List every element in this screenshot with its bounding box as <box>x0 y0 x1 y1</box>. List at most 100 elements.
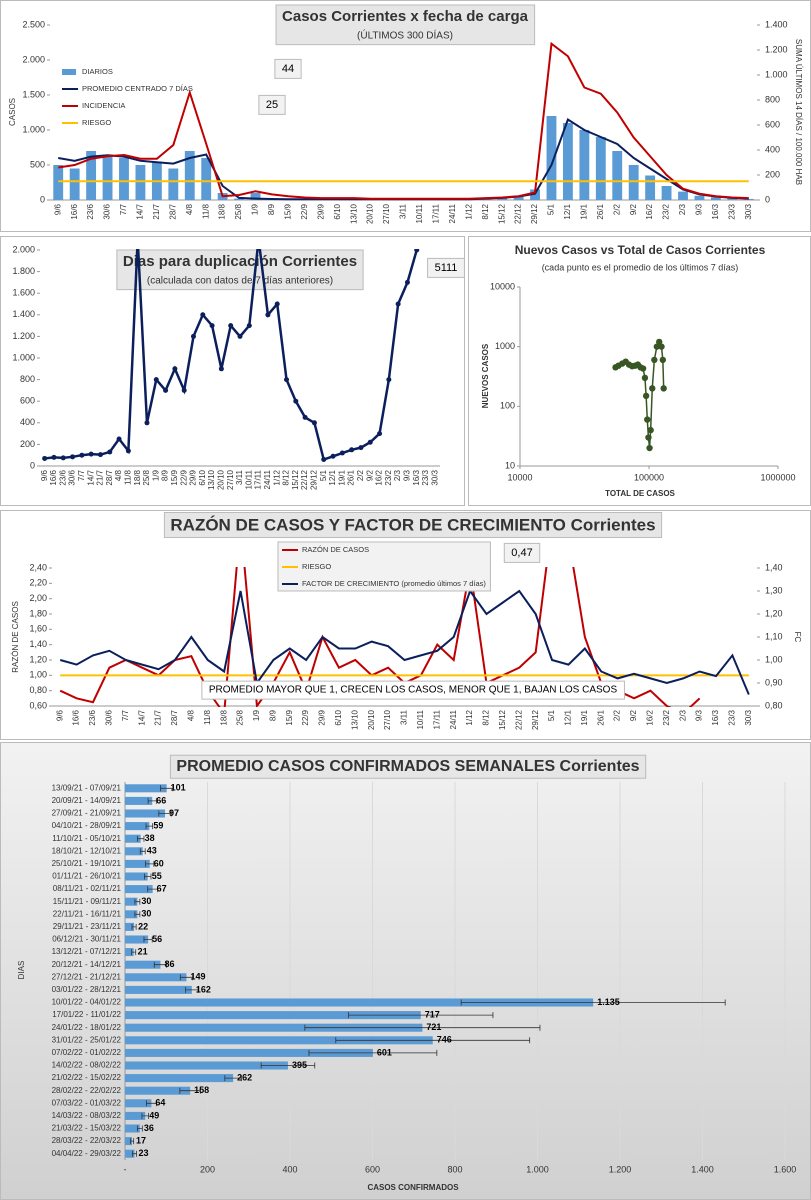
data-label: 56 <box>152 934 162 944</box>
bar <box>184 151 195 200</box>
x-tick-label: 30/3 <box>744 709 753 725</box>
data-label: 162 <box>196 984 211 994</box>
point <box>639 365 647 372</box>
y-tick-label: 25/10/21 - 19/10/21 <box>52 859 122 868</box>
annotation: 25 <box>266 99 278 111</box>
x-tick-label: 29/12 <box>310 469 319 490</box>
point <box>349 447 355 453</box>
x-tick-label: 21/7 <box>96 469 105 485</box>
y2-tick-label: 1.400 <box>765 19 788 29</box>
data-label: 60 <box>154 858 164 868</box>
error-bar <box>136 1125 143 1132</box>
error-bar <box>348 1012 494 1019</box>
x-tick-label: 22/12 <box>300 469 309 490</box>
error-bar <box>143 873 152 880</box>
y2-tick-label: 0,90 <box>765 677 783 687</box>
bar <box>125 897 138 906</box>
point <box>339 450 345 456</box>
bar <box>102 154 113 200</box>
x-tick-label: 20/10 <box>217 469 226 490</box>
data-label: 601 <box>377 1047 392 1057</box>
x-tick-label: 17/11 <box>431 203 440 223</box>
x-tick-label: 25/8 <box>142 469 151 485</box>
error-bar <box>304 1024 541 1031</box>
x-tick-label: 30/3 <box>430 469 439 485</box>
legend-swatch <box>62 69 76 75</box>
x-axis-label: TOTAL DE CASOS <box>605 489 675 498</box>
x-tick-label: 17/11 <box>432 709 441 729</box>
point <box>79 452 85 458</box>
bar <box>678 191 688 200</box>
x-tick-label: 3/11 <box>399 203 408 219</box>
x-tick-label: 27/10 <box>226 469 235 490</box>
legend: RAZÓN DE CASOS RIESGO FACTOR DE CRECIMIENT… <box>277 541 491 592</box>
bar <box>125 885 153 894</box>
legend-label: RAZÓN DE CASOS <box>302 545 369 554</box>
legend-label: RIESGO <box>302 562 331 571</box>
point <box>107 449 113 455</box>
bar <box>125 973 187 982</box>
bar <box>125 1124 140 1133</box>
error-bar <box>179 1087 201 1094</box>
y-tick-label: 1.200 <box>12 331 35 341</box>
chart-title: PROMEDIO CASOS CONFIRMADOS SEMANALES Cor… <box>176 758 639 775</box>
error-bar <box>145 860 155 867</box>
x-tick-label: 600 <box>365 1164 380 1174</box>
y2-tick-label: 1.000 <box>765 69 788 79</box>
error-bar <box>143 936 153 943</box>
x-tick-label: 26/1 <box>596 709 605 725</box>
bar <box>125 1036 433 1045</box>
point <box>190 333 196 339</box>
y-tick-label: 1,60 <box>29 624 47 634</box>
bar <box>125 847 143 856</box>
bar <box>125 1023 423 1032</box>
point <box>646 444 653 452</box>
legend-label: PROMEDIO CENTRADO 7 DÍAS <box>82 84 193 93</box>
y-tick-label: 1.800 <box>12 266 35 276</box>
x-tick-label: 7/7 <box>119 203 128 215</box>
x-tick-label: 21/7 <box>154 709 163 725</box>
y-tick-label: 29/11/21 - 23/11/21 <box>53 922 122 931</box>
x-tick-label: 30/3 <box>744 203 753 219</box>
point <box>647 426 654 434</box>
annotation-box <box>427 257 465 278</box>
error-bar <box>160 785 174 792</box>
error-bar <box>147 797 157 804</box>
data-label: 746 <box>437 1035 452 1045</box>
bar <box>125 1149 135 1158</box>
point <box>653 343 661 350</box>
x-tick-label: 8/9 <box>161 469 170 481</box>
bar <box>250 193 261 200</box>
x-tick-label: 2/2 <box>356 469 365 481</box>
x-tick-label: 26/1 <box>347 469 356 485</box>
x-tick-label: 4/8 <box>185 203 194 215</box>
point <box>330 453 336 459</box>
y-tick-label: 600 <box>20 396 35 406</box>
bar <box>661 186 672 200</box>
point <box>116 436 122 442</box>
annotation-box <box>258 94 286 115</box>
bar <box>234 198 245 200</box>
x-tick-label: 23/6 <box>86 203 95 219</box>
bar <box>546 116 557 200</box>
point <box>659 356 667 364</box>
data-label: 55 <box>152 871 162 881</box>
chart-subtitle: (cada punto es el promedio de los último… <box>542 262 739 272</box>
y-tick-label: 1,80 <box>29 608 47 618</box>
y-tick-label: 200 <box>20 439 35 449</box>
bar <box>125 960 161 969</box>
x-tick-label: 12/1 <box>328 469 337 485</box>
x-tick-label: 17/11 <box>254 469 263 489</box>
y-tick-label: 0 <box>40 194 45 204</box>
data-label: 43 <box>147 846 157 856</box>
bar <box>125 1048 373 1057</box>
y2-axis-label: FC <box>793 632 802 643</box>
y-axis-label: CASOS <box>8 98 17 126</box>
x-tick-label: 8/12 <box>481 203 490 219</box>
x-tick-label: 10000 <box>507 472 532 482</box>
line <box>59 588 750 695</box>
point <box>274 301 280 307</box>
x-tick-label: 15/12 <box>497 203 506 224</box>
x-tick-label: 16/3 <box>711 709 720 725</box>
